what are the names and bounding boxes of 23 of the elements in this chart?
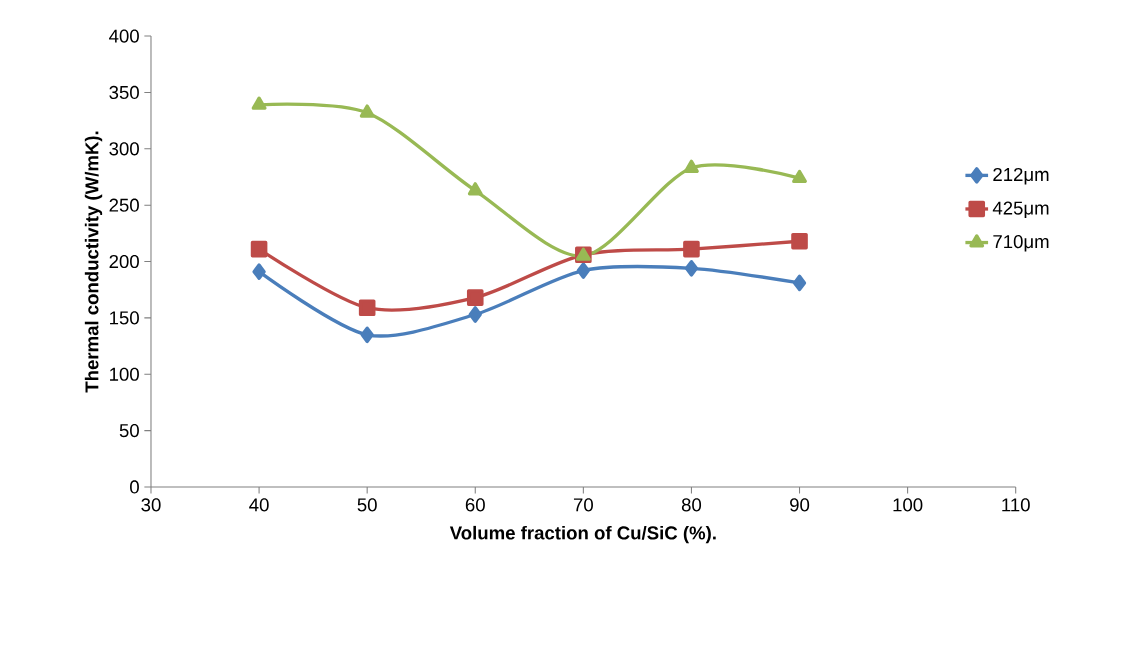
- x-tick-label: 40: [249, 498, 269, 512]
- x-tick-label: 70: [573, 498, 593, 512]
- x-tick-label: 30: [141, 498, 161, 512]
- y-tick-label: 300: [109, 142, 139, 156]
- legend-label: 212μm: [993, 167, 1049, 185]
- y-axis-title: Thermal conductivity (W/mK).: [84, 131, 103, 393]
- y-tick-label: 150: [110, 311, 139, 325]
- x-axis-title: Volume fraction of Cu/SiC (%).: [449, 525, 716, 544]
- x-tick-label: 90: [790, 498, 810, 512]
- x-tick-label: 80: [681, 498, 702, 512]
- y-tick-label: 250: [109, 198, 139, 212]
- x-tick-label: 100: [893, 498, 923, 512]
- legend-label: 710μm: [993, 235, 1049, 252]
- y-tick-label: 400: [109, 29, 139, 43]
- x-tick-label: 50: [357, 498, 377, 512]
- y-tick-label: 100: [110, 367, 139, 381]
- x-tick-label: 110: [1002, 498, 1030, 512]
- y-tick-label: 200: [109, 254, 139, 269]
- x-tick-label: 60: [465, 498, 485, 512]
- y-tick-label: 0: [130, 480, 139, 494]
- y-tick-label: 350: [109, 85, 139, 100]
- legend-label: 425μm: [992, 201, 1049, 219]
- y-tick-label: 50: [119, 424, 139, 438]
